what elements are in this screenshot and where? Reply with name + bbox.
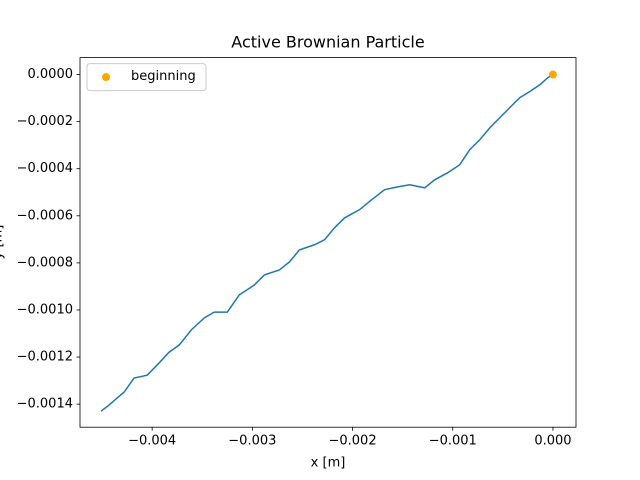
- line: [100, 73, 554, 412]
- x-tick-label: −0.004: [128, 434, 176, 449]
- plot-frame: [79, 57, 577, 428]
- x-tick-label: −0.002: [328, 434, 376, 449]
- y-tick-label: −0.0014: [17, 397, 73, 412]
- legend-box: [86, 63, 207, 92]
- legend-marker: [102, 73, 110, 82]
- x-axis-label: x [m]: [311, 456, 346, 471]
- y-axis-label: y [m]: [0, 225, 6, 260]
- chart-title: Active Brownian Particle: [231, 33, 424, 52]
- y-tick-label: −0.0012: [17, 350, 73, 365]
- y-tick-label: 0.0000: [28, 67, 74, 82]
- y-tick-label: −0.0008: [17, 255, 73, 270]
- x-tick-label: −0.003: [228, 434, 276, 449]
- x-tick-label: 0.000: [534, 434, 571, 449]
- x-tick-label: −0.001: [429, 434, 477, 449]
- y-tick-label: −0.0010: [17, 302, 73, 317]
- scatter-point: [548, 70, 557, 79]
- y-tick-label: −0.0002: [17, 114, 73, 129]
- y-tick-label: −0.0006: [17, 208, 73, 223]
- y-tick-label: −0.0004: [17, 161, 73, 176]
- legend-label: beginning: [131, 69, 196, 84]
